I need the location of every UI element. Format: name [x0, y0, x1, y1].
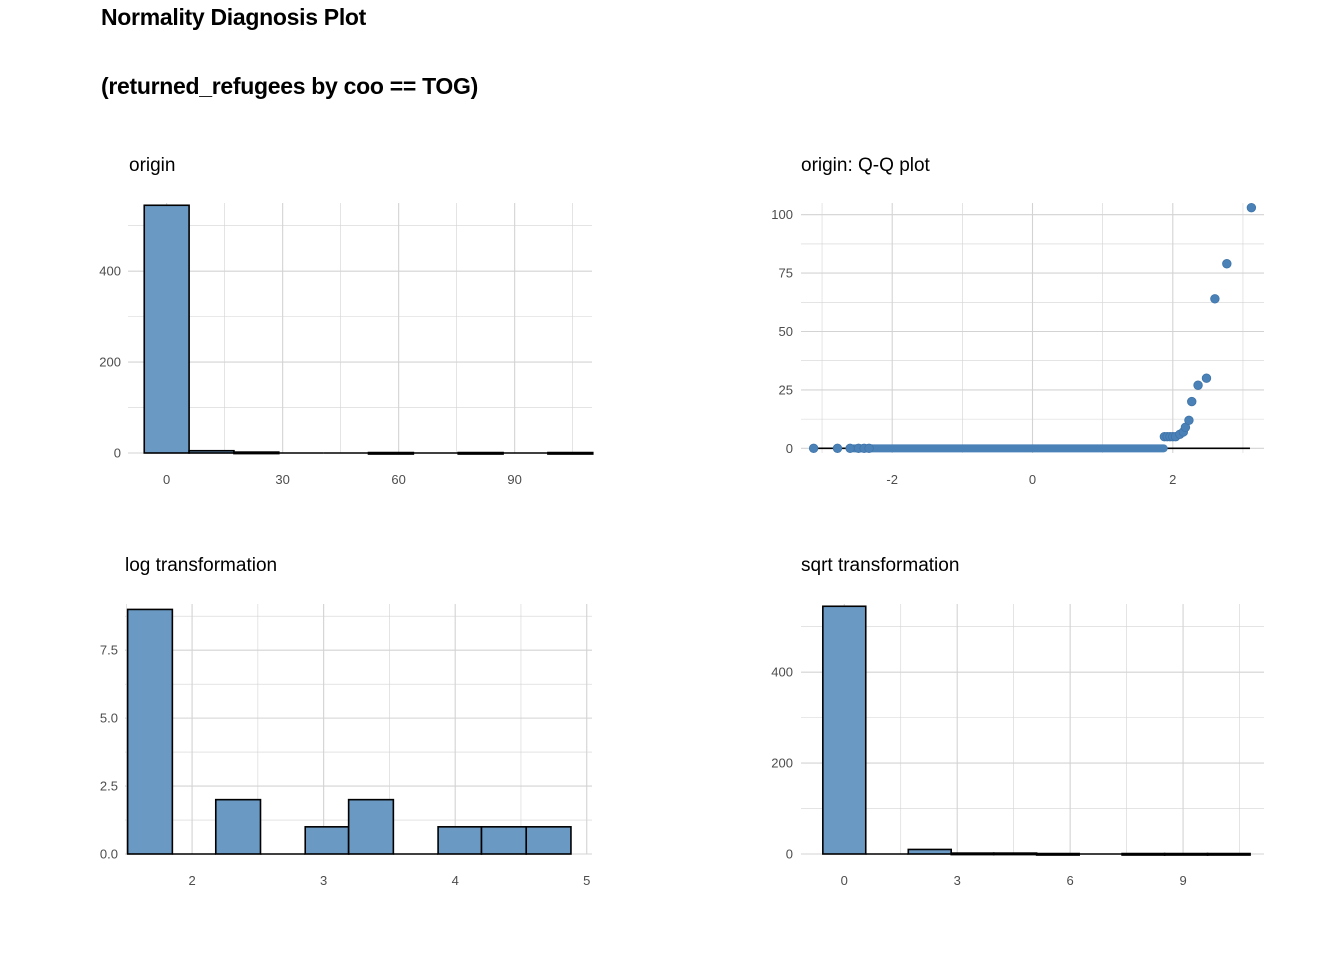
x-tick-label: 0: [841, 873, 848, 888]
panel-title-log: log transformation: [125, 555, 278, 576]
qq-point: [1165, 431, 1175, 442]
panel-title-origin: origin: [129, 155, 176, 176]
histogram-bar: [822, 605, 867, 855]
qq-point: [1170, 431, 1181, 442]
y-tick-label: 200: [99, 355, 121, 370]
y-tick-label: 5.0: [100, 711, 118, 726]
qq-point: [845, 443, 855, 454]
histogram-bar: [437, 826, 483, 855]
qq-point: [1178, 427, 1189, 437]
histogram-bar: [525, 826, 572, 855]
x-tick-label: 6: [1067, 873, 1074, 888]
histogram-bar: [1163, 852, 1209, 856]
y-tick-label: 7.5: [100, 643, 118, 658]
histogram-bar: [367, 451, 415, 455]
y-tick-label: 50: [779, 324, 793, 339]
x-tick-label: 4: [452, 873, 459, 888]
histogram-bar: [188, 449, 235, 454]
page-title: Normality Diagnosis Plot: [101, 4, 367, 30]
qq-point: [864, 443, 874, 454]
histogram-bar: [214, 798, 262, 855]
x-tick-label: 60: [391, 472, 405, 487]
qq-point: [808, 443, 819, 454]
qq-point: [1184, 415, 1194, 425]
x-tick-label: 0: [1029, 472, 1036, 487]
x-tick-label: 3: [954, 873, 961, 888]
qq-point: [1210, 294, 1220, 304]
qq-point: [1222, 259, 1232, 269]
y-tick-label: 200: [771, 756, 793, 771]
histogram-bar: [992, 852, 1038, 856]
y-tick-label: 2.5: [100, 779, 118, 794]
y-tick-label: 100: [771, 207, 793, 222]
histogram-bar: [1121, 852, 1166, 856]
qq-point: [1180, 422, 1191, 432]
qq-point: [1193, 380, 1203, 390]
qq-point: [1168, 431, 1178, 442]
x-tick-label: 30: [275, 472, 289, 487]
x-tick-label: 9: [1179, 873, 1186, 888]
qq-point: [1246, 202, 1257, 213]
histogram-bar: [1035, 852, 1080, 856]
qq-point: [1159, 431, 1170, 442]
histogram-bar: [547, 451, 594, 455]
histogram-bar: [457, 451, 504, 455]
x-tick-label: 3: [320, 873, 327, 888]
y-tick-label: 400: [771, 665, 793, 680]
x-tick-label: 0: [163, 472, 170, 487]
histogram-bar: [1206, 852, 1251, 856]
histogram-bar: [126, 608, 174, 855]
qq-point: [859, 443, 869, 454]
histogram-bar: [907, 848, 952, 855]
y-tick-label: 75: [779, 266, 793, 281]
panel-title-qq: origin: Q-Q plot: [801, 155, 930, 176]
x-tick-label: -2: [886, 472, 898, 487]
qq-point: [832, 443, 843, 454]
histogram-bar: [233, 451, 280, 455]
histogram-bar: [347, 798, 395, 855]
x-tick-label: 5: [583, 873, 590, 888]
qq-point: [1175, 429, 1185, 440]
histogram-bar: [304, 826, 350, 855]
histogram-bar: [143, 204, 190, 454]
page-subtitle: (returned_refugees by coo == TOG): [101, 73, 478, 99]
x-tick-label: 90: [507, 472, 521, 487]
x-tick-label: 2: [188, 873, 195, 888]
y-tick-label: 25: [779, 382, 793, 397]
y-tick-label: 0: [786, 441, 793, 456]
y-tick-label: 400: [99, 264, 121, 279]
y-tick-label: 0: [786, 847, 793, 862]
histogram-bar: [950, 852, 995, 856]
x-tick-label: 2: [1169, 472, 1176, 487]
y-tick-label: 0.0: [100, 847, 118, 862]
qq-point: [1187, 396, 1197, 407]
panel-title-sqrt: sqrt transformation: [801, 555, 960, 576]
qq-point: [1201, 373, 1212, 383]
qq-point: [1162, 431, 1172, 442]
qq-point: [853, 443, 864, 454]
histogram-bar: [480, 826, 528, 855]
y-tick-label: 0: [114, 446, 121, 461]
